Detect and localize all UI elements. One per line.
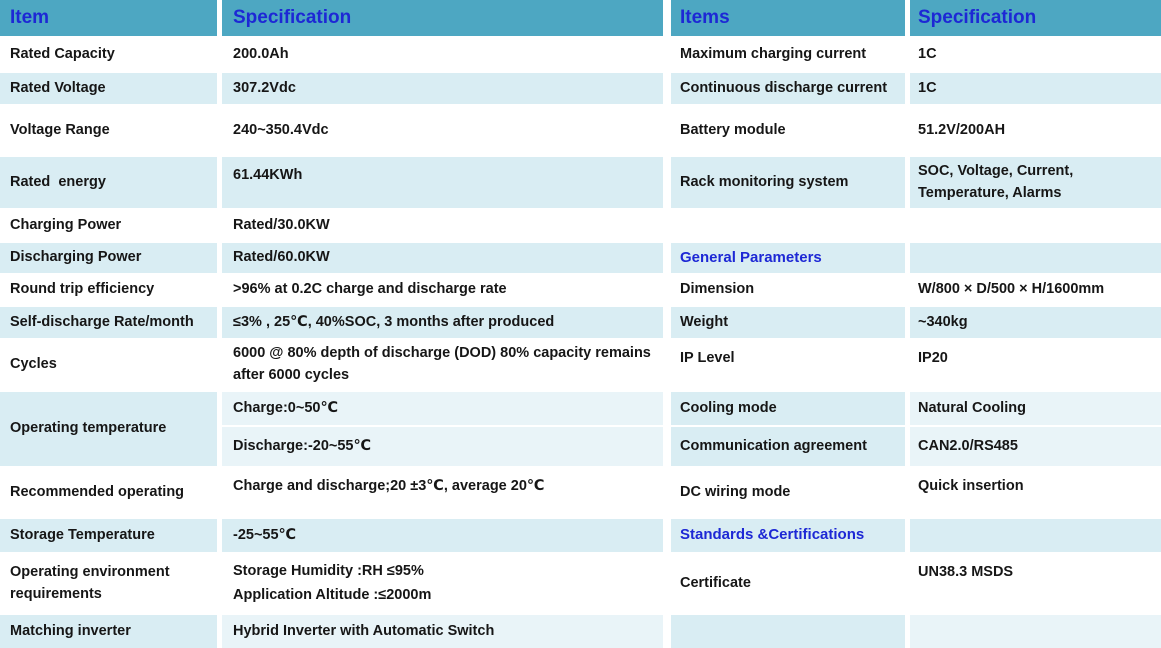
- cell-rated-voltage-label: Rated Voltage: [0, 73, 217, 104]
- cell-max-charging-current-value: 1C: [910, 38, 1161, 71]
- cell-cooling-mode-value: Natural Cooling: [910, 392, 1161, 425]
- cell-certificate-label: Certificate: [671, 554, 905, 613]
- cell-operating-temperature-label: Operating temperature: [0, 392, 217, 466]
- storage-humidity-line: Storage Humidity :RH ≤95%: [233, 562, 424, 579]
- section-general-parameters-value: [910, 243, 1161, 273]
- cell-continuous-discharge-label: Continuous discharge current: [671, 73, 905, 104]
- cell-dimension-label: Dimension: [671, 275, 905, 305]
- cell-self-discharge-value: ≤3% , 25℃, 40%SOC, 3 months after produc…: [222, 307, 663, 338]
- cell-dimension-value: W/800 × D/500 × H/1600mm: [910, 275, 1161, 305]
- cell-rated-energy-value: 61.44KWh: [222, 157, 663, 208]
- cell-operating-environment-value: Storage Humidity :RH ≤95% Application Al…: [222, 554, 663, 613]
- cell-ip-level-value: IP20: [910, 340, 1161, 390]
- header-items-right: Items: [671, 0, 905, 36]
- cell-operating-temperature-discharge-value: Discharge:-20~55℃: [222, 427, 663, 466]
- header-specification-right: Specification: [910, 0, 1161, 36]
- cell-rated-capacity-value: 200.0Ah: [222, 38, 663, 71]
- cell-communication-agreement-value: CAN2.0/RS485: [910, 427, 1161, 466]
- cell-self-discharge-label: Self-discharge Rate/month: [0, 307, 217, 338]
- section-standards-certifications-value: [910, 519, 1161, 552]
- cell-rated-voltage-value: 307.2Vdc: [222, 73, 663, 104]
- cell-operating-environment-label: Operating environment requirements: [0, 554, 217, 613]
- section-standards-certifications: Standards &Certifications: [671, 519, 905, 552]
- cell-empty-spacer-label: [671, 210, 905, 241]
- cell-matching-inverter-value: Hybrid Inverter with Automatic Switch: [222, 615, 663, 648]
- cell-continuous-discharge-value: 1C: [910, 73, 1161, 104]
- cell-dc-wiring-mode-label: DC wiring mode: [671, 468, 905, 517]
- cell-voltage-range-label: Voltage Range: [0, 106, 217, 155]
- cell-empty-bottom-value: [910, 615, 1161, 648]
- cell-communication-agreement-label: Communication agreement: [671, 427, 905, 466]
- cell-weight-label: Weight: [671, 307, 905, 338]
- cell-rack-monitoring-label: Rack monitoring system: [671, 157, 905, 208]
- cell-storage-temperature-label: Storage Temperature: [0, 519, 217, 552]
- cell-voltage-range-value: 240~350.4Vdc: [222, 106, 663, 155]
- cell-discharging-power-label: Discharging Power: [0, 243, 217, 273]
- cell-round-trip-efficiency-label: Round trip efficiency: [0, 275, 217, 305]
- cell-storage-temperature-value: -25~55℃: [222, 519, 663, 552]
- cell-cooling-mode-label: Cooling mode: [671, 392, 905, 425]
- cell-weight-value: ~340kg: [910, 307, 1161, 338]
- cell-round-trip-efficiency-value: >96% at 0.2C charge and discharge rate: [222, 275, 663, 305]
- cell-battery-module-value: 51.2V/200AH: [910, 106, 1161, 155]
- cell-battery-module-label: Battery module: [671, 106, 905, 155]
- cell-matching-inverter-label: Matching inverter: [0, 615, 217, 648]
- cell-discharging-power-value: Rated/60.0KW: [222, 243, 663, 273]
- application-altitude-line: Application Altitude :≤2000m: [233, 586, 432, 603]
- header-specification-left: Specification: [222, 0, 663, 36]
- cell-rack-monitoring-value: SOC, Voltage, Current, Temperature, Alar…: [910, 157, 1161, 208]
- cell-empty-bottom-label: [671, 615, 905, 648]
- cell-cycles-label: Cycles: [0, 340, 217, 390]
- cell-charging-power-label: Charging Power: [0, 210, 217, 241]
- cell-rated-capacity-label: Rated Capacity: [0, 38, 217, 71]
- cell-ip-level-label: IP Level: [671, 340, 905, 390]
- cell-dc-wiring-mode-value: Quick insertion: [910, 468, 1161, 517]
- cell-certificate-value: UN38.3 MSDS: [910, 554, 1161, 613]
- cell-cycles-value: 6000 @ 80% depth of discharge (DOD) 80% …: [222, 340, 663, 390]
- cell-charging-power-value: Rated/30.0KW: [222, 210, 663, 241]
- cell-max-charging-current-label: Maximum charging current: [671, 38, 905, 71]
- section-general-parameters: General Parameters: [671, 243, 905, 273]
- cell-recommended-operating-label: Recommended operating: [0, 468, 217, 517]
- cell-recommended-operating-value: Charge and discharge;20 ±3℃, average 20℃: [222, 468, 663, 517]
- cell-empty-spacer-value: [910, 210, 1161, 241]
- cell-rated-energy-label: Rated energy: [0, 157, 217, 208]
- cell-operating-temperature-charge-value: Charge:0~50℃: [222, 392, 663, 425]
- header-item-left: Item: [0, 0, 217, 36]
